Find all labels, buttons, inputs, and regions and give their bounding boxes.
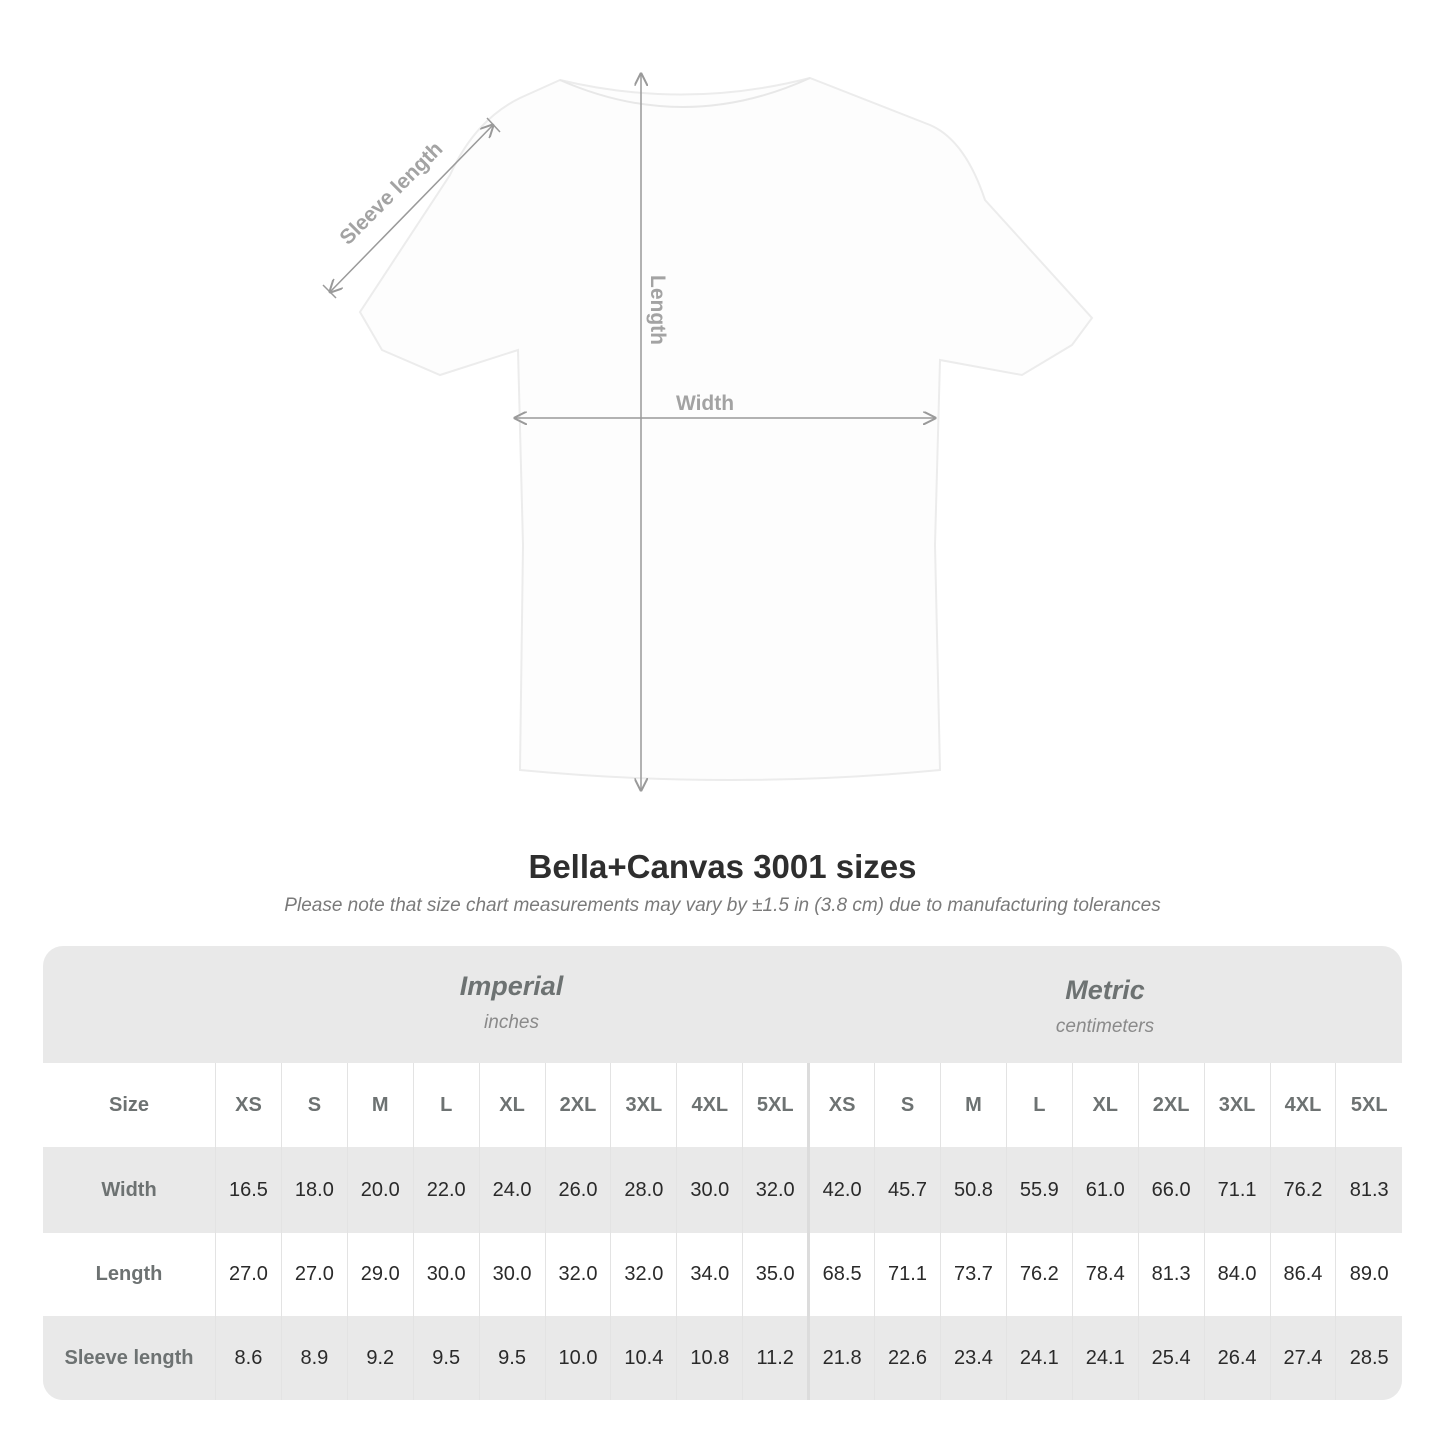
width-label: Width: [676, 392, 734, 415]
imperial-value: 32.0: [544, 1233, 611, 1316]
metric-value: 68.5: [807, 1233, 875, 1316]
metric-value: 23.4: [939, 1316, 1007, 1400]
imperial-value: 32.0: [742, 1147, 809, 1233]
imperial-value: 24.0: [478, 1147, 546, 1233]
metric-size-header: 4XL: [1269, 1063, 1336, 1147]
length-label: Length: [646, 275, 669, 345]
metric-value: 24.1: [1005, 1316, 1073, 1400]
imperial-value: 10.8: [676, 1316, 743, 1400]
metric-value: 89.0: [1335, 1233, 1402, 1316]
imperial-value: 8.9: [280, 1316, 348, 1400]
imperial-value: 27.0: [280, 1233, 348, 1316]
imperial-label: Imperial: [459, 971, 564, 1001]
metric-value: 81.3: [1137, 1233, 1205, 1316]
metric-value: 24.1: [1071, 1316, 1139, 1400]
metric-value: 81.3: [1335, 1147, 1402, 1233]
row-label: Sleeve length: [64, 1346, 194, 1369]
imperial-value: 9.5: [478, 1316, 546, 1400]
metric-value: 45.7: [874, 1147, 941, 1233]
chart-title: Bella+Canvas 3001 sizes: [528, 848, 917, 885]
metric-value: 28.5: [1335, 1316, 1402, 1400]
imperial-size-header: 2XL: [544, 1063, 611, 1147]
imperial-value: 30.0: [478, 1233, 546, 1316]
imperial-value: 35.0: [742, 1233, 809, 1316]
metric-value: 76.2: [1269, 1147, 1336, 1233]
tshirt-shape: [358, 76, 1094, 781]
metric-value: 86.4: [1269, 1233, 1336, 1316]
imperial-size-header: XS: [215, 1063, 282, 1147]
sleeve-length-arrow: [330, 125, 493, 292]
metric-size-header: 5XL: [1335, 1063, 1402, 1147]
imperial-unit: inches: [484, 1012, 539, 1033]
imperial-value: 28.0: [610, 1147, 677, 1233]
imperial-value: 10.0: [544, 1316, 611, 1400]
metric-size-header: L: [1005, 1063, 1073, 1147]
imperial-value: 30.0: [676, 1147, 743, 1233]
imperial-size-header: 4XL: [676, 1063, 743, 1147]
metric-value: 71.1: [874, 1233, 941, 1316]
imperial-size-header: M: [346, 1063, 414, 1147]
imperial-value: 20.0: [346, 1147, 414, 1233]
size-table: Imperial inches Metric centimeters Size X…: [43, 946, 1402, 1400]
metric-size-header: 2XL: [1137, 1063, 1205, 1147]
imperial-value: 16.5: [215, 1147, 282, 1233]
table-row: Length 27.0 27.0 29.0 30.0 30.0 32.0 32.0 34.0 35…: [43, 1233, 1402, 1316]
size-grid: Size XS S M L XL 2XL 3XL 4XL 5XL XS S M L XL 2XL 3XL 4XL 5…: [43, 1063, 1402, 1400]
imperial-value: 10.4: [610, 1316, 677, 1400]
metric-value: 25.4: [1137, 1316, 1205, 1400]
metric-value: 84.0: [1203, 1233, 1270, 1316]
metric-value: 76.2: [1005, 1233, 1073, 1316]
imperial-value: 26.0: [544, 1147, 611, 1233]
imperial-value: 11.2: [742, 1316, 809, 1400]
imperial-value: 30.0: [412, 1233, 480, 1316]
metric-value: 22.6: [874, 1316, 941, 1400]
imperial-value: 34.0: [676, 1233, 743, 1316]
table-row: Sleeve length 8.6 8.9 9.2 9.5 9.5 10.0 10.4 10.8…: [43, 1316, 1402, 1400]
metric-size-header: M: [939, 1063, 1007, 1147]
tshirt-diagram: Sleeve length Length Width: [322, 0, 1094, 830]
imperial-size-header: XL: [478, 1063, 546, 1147]
imperial-size-header: S: [280, 1063, 348, 1147]
metric-label: Metric: [1065, 975, 1145, 1005]
imperial-value: 9.5: [412, 1316, 480, 1400]
imperial-value: 27.0: [215, 1233, 282, 1316]
imperial-value: 9.2: [346, 1316, 414, 1400]
metric-value: 50.8: [939, 1147, 1007, 1233]
row-label: Length: [95, 1263, 163, 1285]
metric-size-header: XL: [1071, 1063, 1139, 1147]
imperial-value: 18.0: [280, 1147, 348, 1233]
metric-value: 71.1: [1203, 1147, 1270, 1233]
size-label: Size: [108, 1093, 150, 1116]
imperial-value: 8.6: [215, 1316, 282, 1400]
metric-value: 73.7: [939, 1233, 1007, 1316]
imperial-value: 29.0: [346, 1233, 414, 1316]
imperial-size-header: L: [412, 1063, 480, 1147]
size-header-row: Size XS S M L XL 2XL 3XL 4XL 5XL XS S M L XL 2XL 3XL 4XL 5…: [43, 1063, 1402, 1147]
metric-value: 26.4: [1203, 1316, 1270, 1400]
metric-value: 61.0: [1071, 1147, 1139, 1233]
imperial-value: 22.0: [412, 1147, 480, 1233]
metric-value: 66.0: [1137, 1147, 1205, 1233]
imperial-header: Imperial inches: [215, 946, 808, 1088]
metric-value: 42.0: [807, 1147, 875, 1233]
metric-unit: centimeters: [1055, 1016, 1155, 1037]
metric-value: 21.8: [807, 1316, 875, 1400]
metric-size-header: XS: [807, 1063, 875, 1147]
metric-size-header: 3XL: [1203, 1063, 1270, 1147]
metric-size-header: S: [874, 1063, 941, 1147]
imperial-value: 32.0: [610, 1233, 677, 1316]
tolerance-note: Please note that size chart measurements…: [284, 895, 1161, 916]
metric-header: Metric centimeters: [808, 946, 1402, 1092]
table-row: Width 16.5 18.0 20.0 22.0 24.0 26.0 28.0 30.0 32.…: [43, 1147, 1402, 1233]
imperial-size-header: 5XL: [742, 1063, 809, 1147]
row-label: Width: [101, 1178, 157, 1201]
metric-value: 27.4: [1269, 1316, 1336, 1400]
metric-value: 78.4: [1071, 1233, 1139, 1316]
imperial-size-header: 3XL: [610, 1063, 677, 1147]
metric-value: 55.9: [1005, 1147, 1073, 1233]
